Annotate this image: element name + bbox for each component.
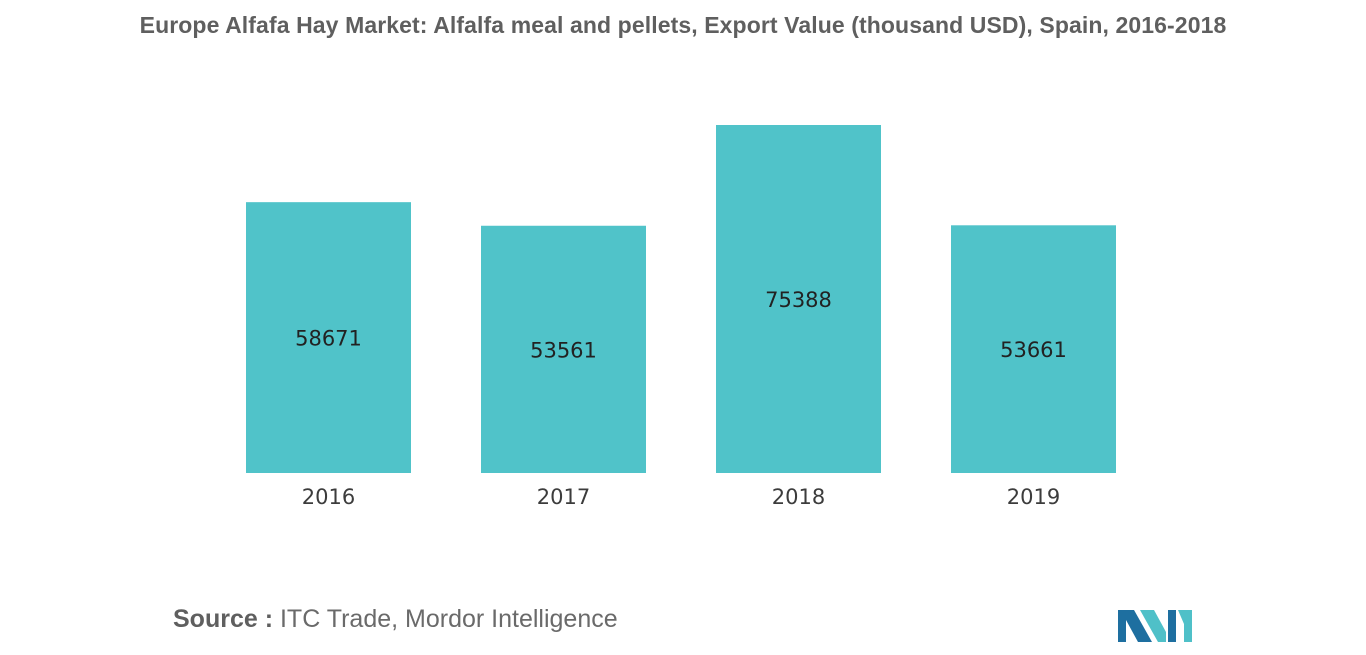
bars-group <box>246 125 1116 473</box>
bar-2018 <box>716 125 881 473</box>
x-tick-2016: 2016 <box>302 485 355 509</box>
source-label: Source : <box>173 605 274 633</box>
data-label-2019: 53661 <box>1000 338 1067 362</box>
data-label-2017: 53561 <box>530 338 597 362</box>
mordor-intelligence-logo-icon <box>1118 606 1192 647</box>
x-tick-2017: 2017 <box>537 485 590 509</box>
source-note: Source : ITC Trade, Mordor Intelligence <box>173 605 618 634</box>
source-text: ITC Trade, Mordor Intelligence <box>279 605 618 633</box>
x-tick-2018: 2018 <box>772 485 825 509</box>
data-label-2016: 58671 <box>295 327 362 351</box>
data-label-2018: 75388 <box>765 288 832 312</box>
x-tick-2019: 2019 <box>1007 485 1060 509</box>
bar-2017 <box>481 225 646 473</box>
bar-2016 <box>246 202 411 473</box>
x-axis-ticks: 2016 2017 2018 2019 <box>302 485 1060 509</box>
data-labels-group: 58671 53561 75388 53661 <box>295 288 1067 362</box>
bar-2019 <box>951 225 1116 473</box>
chart-title: Europe Alfafa Hay Market: Alfalfa meal a… <box>139 12 1227 38</box>
